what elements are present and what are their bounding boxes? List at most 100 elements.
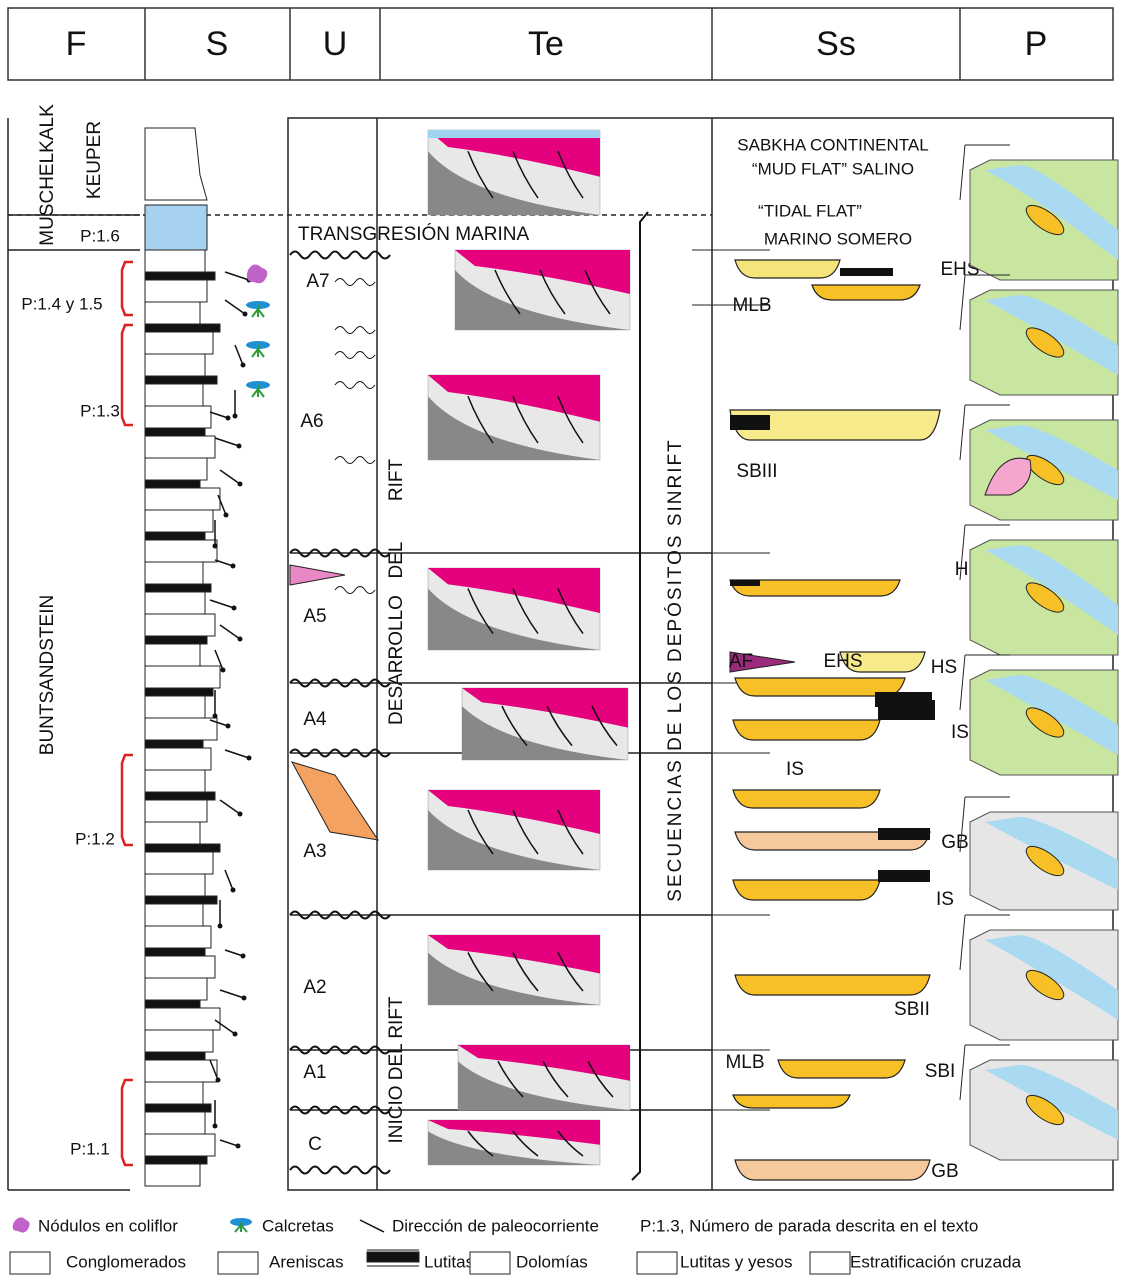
stop-label: P:1.3 (80, 401, 120, 420)
arrow-head (224, 513, 229, 518)
arrow-head (221, 668, 226, 673)
lithology-bed (145, 1104, 211, 1112)
mudstone-bar (730, 415, 770, 430)
legend-swatch (218, 1252, 258, 1274)
legend-label: Dirección de paleocorriente (392, 1216, 599, 1235)
lithology-bed (145, 592, 205, 614)
panel-connector (960, 915, 965, 970)
column-header: F (66, 25, 87, 63)
deposit-body (735, 260, 840, 278)
alluvial-fan (290, 565, 345, 585)
stop-bracket (122, 1080, 133, 1165)
paleocurrent-arrow (235, 345, 243, 365)
lithology-bed (145, 1030, 213, 1052)
lithology-bed (145, 332, 213, 354)
stop-label: P:1.6 (80, 226, 120, 245)
minor-unconformity (335, 279, 375, 286)
transgression-label: TRANSGRESIÓN MARINA (298, 223, 530, 245)
deposit-body (735, 975, 930, 995)
lithology-bed (145, 584, 211, 592)
lithology-bed (145, 696, 205, 718)
sequence-label: MLB (725, 1052, 764, 1073)
lithology-bed (145, 488, 220, 510)
legend-label: Conglomerados (66, 1252, 186, 1271)
legend-label: Nódulos en coliflor (38, 1216, 178, 1235)
paleocurrent-arrow (220, 470, 240, 484)
sequence-label: “TIDAL FLAT” (758, 201, 862, 220)
lithology-bed (145, 1060, 217, 1082)
formation-label: KEUPER (84, 121, 105, 199)
lithology-bed (145, 324, 220, 332)
sequence-label: SABKHA CONTINENTAL (737, 135, 928, 154)
legend-swatch (367, 1252, 419, 1262)
arrow-head (226, 724, 231, 729)
lithology-bed (145, 562, 203, 584)
unit-label: A4 (303, 709, 327, 730)
sequence-label: GB (931, 1161, 958, 1182)
minor-unconformity (335, 327, 375, 334)
minor-unconformity (335, 587, 375, 594)
minor-unconformity (335, 382, 375, 389)
lithology-bed (145, 874, 205, 896)
lithology-bed (145, 480, 200, 488)
paleocurrent-arrow (225, 300, 245, 314)
arrow-head (247, 756, 252, 761)
lithology-bed (145, 1052, 205, 1060)
deposit-body (733, 1095, 850, 1108)
sequence-label: IS (786, 759, 804, 780)
arrow-head (213, 1124, 218, 1129)
arrow-head (218, 924, 223, 929)
dolomite-layer (145, 205, 207, 250)
lithology-bed (145, 748, 211, 770)
sequence-label: SBI (925, 1061, 956, 1082)
lithology-bed (145, 948, 205, 956)
panel-connector (960, 1045, 965, 1100)
paleocurrent-arrow (215, 438, 239, 446)
paleocurrent-arrow (210, 412, 228, 418)
sequence-label: MARINO SOMERO (764, 229, 912, 248)
arrow-head (231, 564, 236, 569)
lithology-bed (145, 792, 215, 800)
lithology-bed (145, 904, 203, 926)
stop-label: P:1.1 (70, 1139, 110, 1158)
lithology-bed (145, 926, 211, 948)
lithology-bed (145, 250, 205, 272)
rift-start: INICIO DEL RIFT (386, 996, 407, 1143)
arrow-head (241, 954, 246, 959)
sequence-label: GB (941, 832, 968, 853)
rift-development: DESARROLLO (386, 595, 407, 725)
sequence-label: IS (951, 722, 969, 743)
arrow-head (233, 414, 238, 419)
sequence-label: SBIII (736, 461, 777, 482)
stop-bracket (122, 755, 133, 845)
stop-bracket (122, 262, 133, 315)
paleocurrent-arrow (220, 1140, 238, 1146)
sequence-bracket (632, 212, 648, 1180)
arrow-head (243, 312, 248, 317)
legend-label: Calcretas (262, 1216, 334, 1235)
arrow-head (231, 888, 236, 893)
legend-label: Lutitas y yesos (680, 1252, 792, 1271)
arrow-head (242, 996, 247, 1001)
lithology-bed (145, 770, 205, 792)
deposit-body (735, 1160, 930, 1180)
marine-layer (428, 130, 600, 138)
lithology-bed (145, 644, 200, 666)
lithology-bed (145, 1112, 205, 1134)
deposit-body (733, 720, 880, 740)
lithology-bed (145, 510, 213, 532)
lithology-bed (145, 280, 207, 302)
sequence-label: EHS (823, 651, 862, 672)
deposit-body (733, 790, 880, 808)
unit-label: A2 (303, 977, 326, 998)
evaporite-layer (145, 128, 207, 200)
legend-label: Dolomías (516, 1252, 588, 1271)
nodule-icon (247, 264, 267, 283)
unit-label: A1 (303, 1062, 326, 1083)
legend-swatch (470, 1252, 510, 1274)
lithology-bed (145, 1156, 207, 1164)
sequence-label: SBII (894, 999, 930, 1020)
arrow-head (238, 812, 243, 817)
paleocurrent-arrow (225, 750, 249, 758)
mudstone-bar (878, 828, 930, 840)
